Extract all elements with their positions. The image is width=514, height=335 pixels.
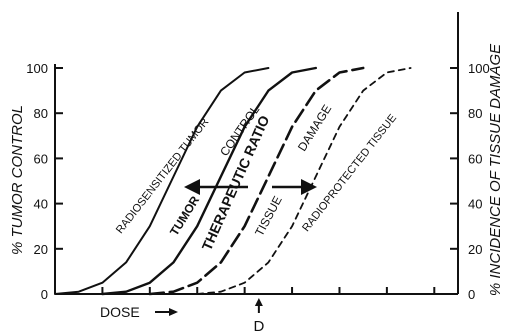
d-marker-head — [254, 298, 263, 306]
right-y-tick-label: 80 — [468, 106, 482, 121]
series-label-damage: DAMAGE — [295, 102, 334, 154]
left-y-tick-label: 20 — [34, 242, 48, 257]
series-line — [148, 66, 365, 296]
left-y-tick-label: 100 — [26, 61, 48, 76]
arrow-left-head — [184, 179, 200, 195]
curves — [54, 66, 412, 296]
arrow-right-head — [301, 179, 317, 195]
right-y-tick-label: 40 — [468, 197, 482, 212]
x-axis-title: DOSE — [100, 304, 140, 320]
right-y-tick-label: 0 — [468, 287, 475, 302]
left-y-tick-label: 80 — [34, 106, 48, 121]
series-label-tumor: TUMOR — [167, 193, 202, 238]
left-y-tick-label: 0 — [41, 287, 48, 302]
left-y-tick-label: 40 — [34, 197, 48, 212]
right-y-tick-label: 60 — [468, 151, 482, 166]
right-y-tick-label: 100 — [468, 61, 490, 76]
series-line — [54, 67, 270, 295]
series-line — [101, 66, 317, 296]
left-y-tick-label: 60 — [34, 151, 48, 166]
series-line — [196, 67, 412, 295]
series-label-radiosensitized-tumor: RADIOSENSITIZED TUMOR — [114, 116, 211, 236]
axes: 0 0 20 20 40 40 60 60 80 80 100 100 — [26, 12, 490, 302]
y-axis-title-right: % INCIDENCE OF TISSUE DAMAGE — [487, 43, 504, 296]
labels: % TUMOR CONTROL % INCIDENCE OF TISSUE DAM… — [9, 43, 504, 335]
right-y-tick-label: 20 — [468, 242, 482, 257]
d-marker-label: D — [253, 318, 264, 335]
dose-arrow-head — [169, 308, 178, 316]
y-axis-title-left: % TUMOR CONTROL — [9, 105, 26, 255]
